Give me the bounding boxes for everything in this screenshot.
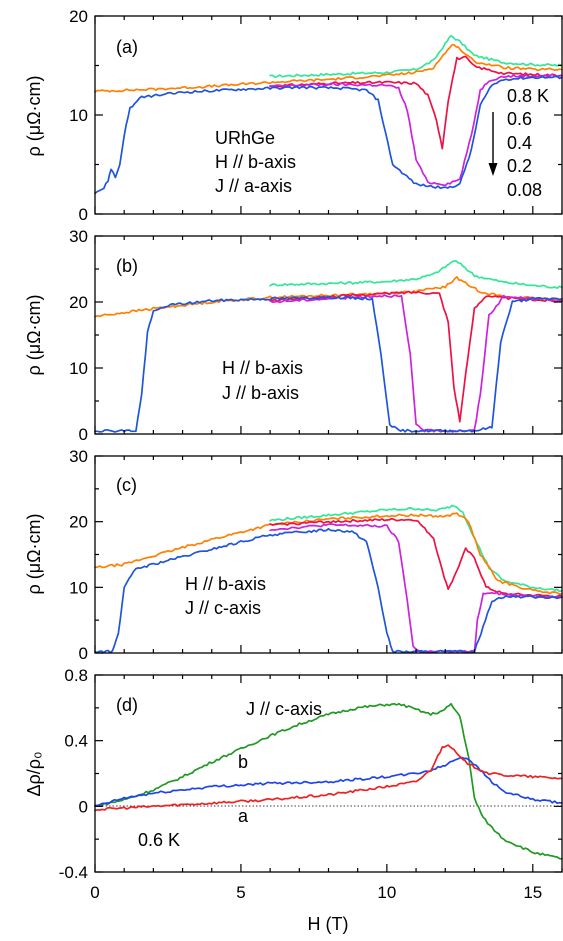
panel-a-current-direction: J // a-axis bbox=[215, 176, 292, 196]
panel-d: Δρ/ρ₀ -0.4 0 0.4 0.8 (d) J // c-axis b a 0.… bbox=[24, 666, 563, 882]
y-tick-label-c-2: 20 bbox=[69, 513, 88, 532]
series-line-a-4 bbox=[94, 75, 563, 195]
panel-a: ρ (μΩ·cm) 0 10 20 (a) URhGe H // b-axis J … bbox=[24, 7, 563, 224]
panel-d-ticks: -0.4 0 0.4 0.8 bbox=[59, 666, 563, 882]
panel-d-temperature: 0.6 K bbox=[138, 830, 180, 850]
legend-temp-1: 0.6 bbox=[507, 109, 532, 129]
panel-b: ρ (μΩ·cm) 0 10 20 30 (b) H // b-axis J // b… bbox=[24, 227, 563, 444]
panel-a-ylabel: ρ (μΩ·cm) bbox=[24, 75, 44, 156]
panel-c-field-direction: H // b-axis bbox=[185, 574, 266, 594]
panel-d-curve-label-a: a bbox=[238, 806, 249, 826]
y-tick-label-c-1: 10 bbox=[69, 578, 88, 597]
x-tick-label-0: 0 bbox=[90, 883, 99, 902]
series-line-a-0 bbox=[269, 34, 563, 79]
series-line-b-2 bbox=[269, 290, 563, 423]
series-line-b-3 bbox=[269, 294, 563, 433]
panel-b-ticks: 0 10 20 30 bbox=[69, 227, 563, 444]
y-tick-label-b-3: 30 bbox=[69, 227, 88, 246]
series-line-a-3 bbox=[269, 73, 563, 187]
temperature-arrow-head bbox=[488, 163, 498, 176]
y-tick-label-d-1: 0 bbox=[79, 797, 88, 816]
panel-c-ticks: 0 10 20 30 bbox=[69, 447, 563, 663]
legend-temp-2: 0.4 bbox=[507, 133, 532, 153]
panel-c-series bbox=[94, 504, 563, 654]
series-line-a-1 bbox=[94, 43, 563, 93]
y-tick-label-b-2: 20 bbox=[69, 293, 88, 312]
panel-d-ylabel: Δρ/ρ₀ bbox=[24, 752, 44, 797]
y-tick-label-b-1: 10 bbox=[69, 359, 88, 378]
legend-temp-4: 0.08 bbox=[507, 180, 542, 200]
y-tick-label-c-3: 30 bbox=[69, 447, 88, 466]
x-axis-label: H (T) bbox=[308, 914, 349, 934]
panel-c: ρ (μΩ·cm) 0 10 20 30 (c) H // b-axis J // c… bbox=[24, 447, 563, 663]
panel-b-ylabel: ρ (μΩ·cm) bbox=[24, 294, 44, 375]
panel-a-material: URhGe bbox=[215, 128, 275, 148]
panel-a-series bbox=[94, 34, 563, 195]
panel-d-label: (d) bbox=[116, 695, 138, 715]
series-line-d-2 bbox=[94, 744, 563, 812]
series-line-c-1 bbox=[94, 512, 563, 595]
panel-a-field-direction: H // b-axis bbox=[215, 152, 296, 172]
x-tick-label-1: 5 bbox=[236, 883, 245, 902]
x-tick-label-3: 15 bbox=[523, 883, 542, 902]
panel-b-field-direction: H // b-axis bbox=[222, 358, 303, 378]
series-line-a-2 bbox=[269, 55, 563, 150]
y-tick-label-c-0: 0 bbox=[79, 644, 88, 663]
series-line-b-4 bbox=[94, 295, 563, 433]
panel-a-ticks: 0 10 20 bbox=[69, 7, 563, 224]
panel-a-label: (a) bbox=[116, 37, 138, 57]
x-tick-label-2: 10 bbox=[377, 883, 396, 902]
panel-b-frame bbox=[94, 235, 563, 435]
panel-d-curve-label-c: J // c-axis bbox=[246, 699, 322, 719]
y-tick-label-d-3: 0.8 bbox=[64, 666, 88, 685]
panel-b-current-direction: J // b-axis bbox=[222, 383, 299, 403]
panel-c-ylabel: ρ (μΩ·cm) bbox=[24, 513, 44, 594]
series-line-d-0 bbox=[94, 702, 563, 860]
series-line-b-0 bbox=[269, 260, 563, 290]
series-line-c-0 bbox=[269, 504, 563, 593]
panel-c-frame bbox=[94, 455, 563, 654]
legend-temp-3: 0.2 bbox=[507, 156, 532, 176]
panel-b-series bbox=[94, 260, 563, 433]
y-tick-label-a-1: 10 bbox=[69, 106, 88, 125]
panel-b-label: (b) bbox=[116, 256, 138, 276]
panel-c-current-direction: J // c-axis bbox=[185, 598, 261, 618]
y-tick-label-a-0: 0 bbox=[79, 205, 88, 224]
legend-temp-0: 0.8 K bbox=[507, 86, 549, 106]
y-tick-label-a-2: 20 bbox=[69, 7, 88, 26]
x-tick-labels: 0 5 10 15 bbox=[90, 883, 542, 902]
series-line-c-4 bbox=[94, 527, 563, 654]
y-tick-label-d-0: -0.4 bbox=[59, 863, 88, 882]
panel-a-frame bbox=[94, 15, 563, 215]
panel-d-series bbox=[94, 702, 563, 860]
y-tick-label-d-2: 0.4 bbox=[64, 732, 88, 751]
series-line-c-3 bbox=[269, 523, 563, 654]
y-tick-label-b-0: 0 bbox=[79, 425, 88, 444]
series-line-d-1 bbox=[94, 756, 563, 807]
panel-c-label: (c) bbox=[116, 475, 137, 495]
panel-d-curve-label-b: b bbox=[238, 752, 248, 772]
